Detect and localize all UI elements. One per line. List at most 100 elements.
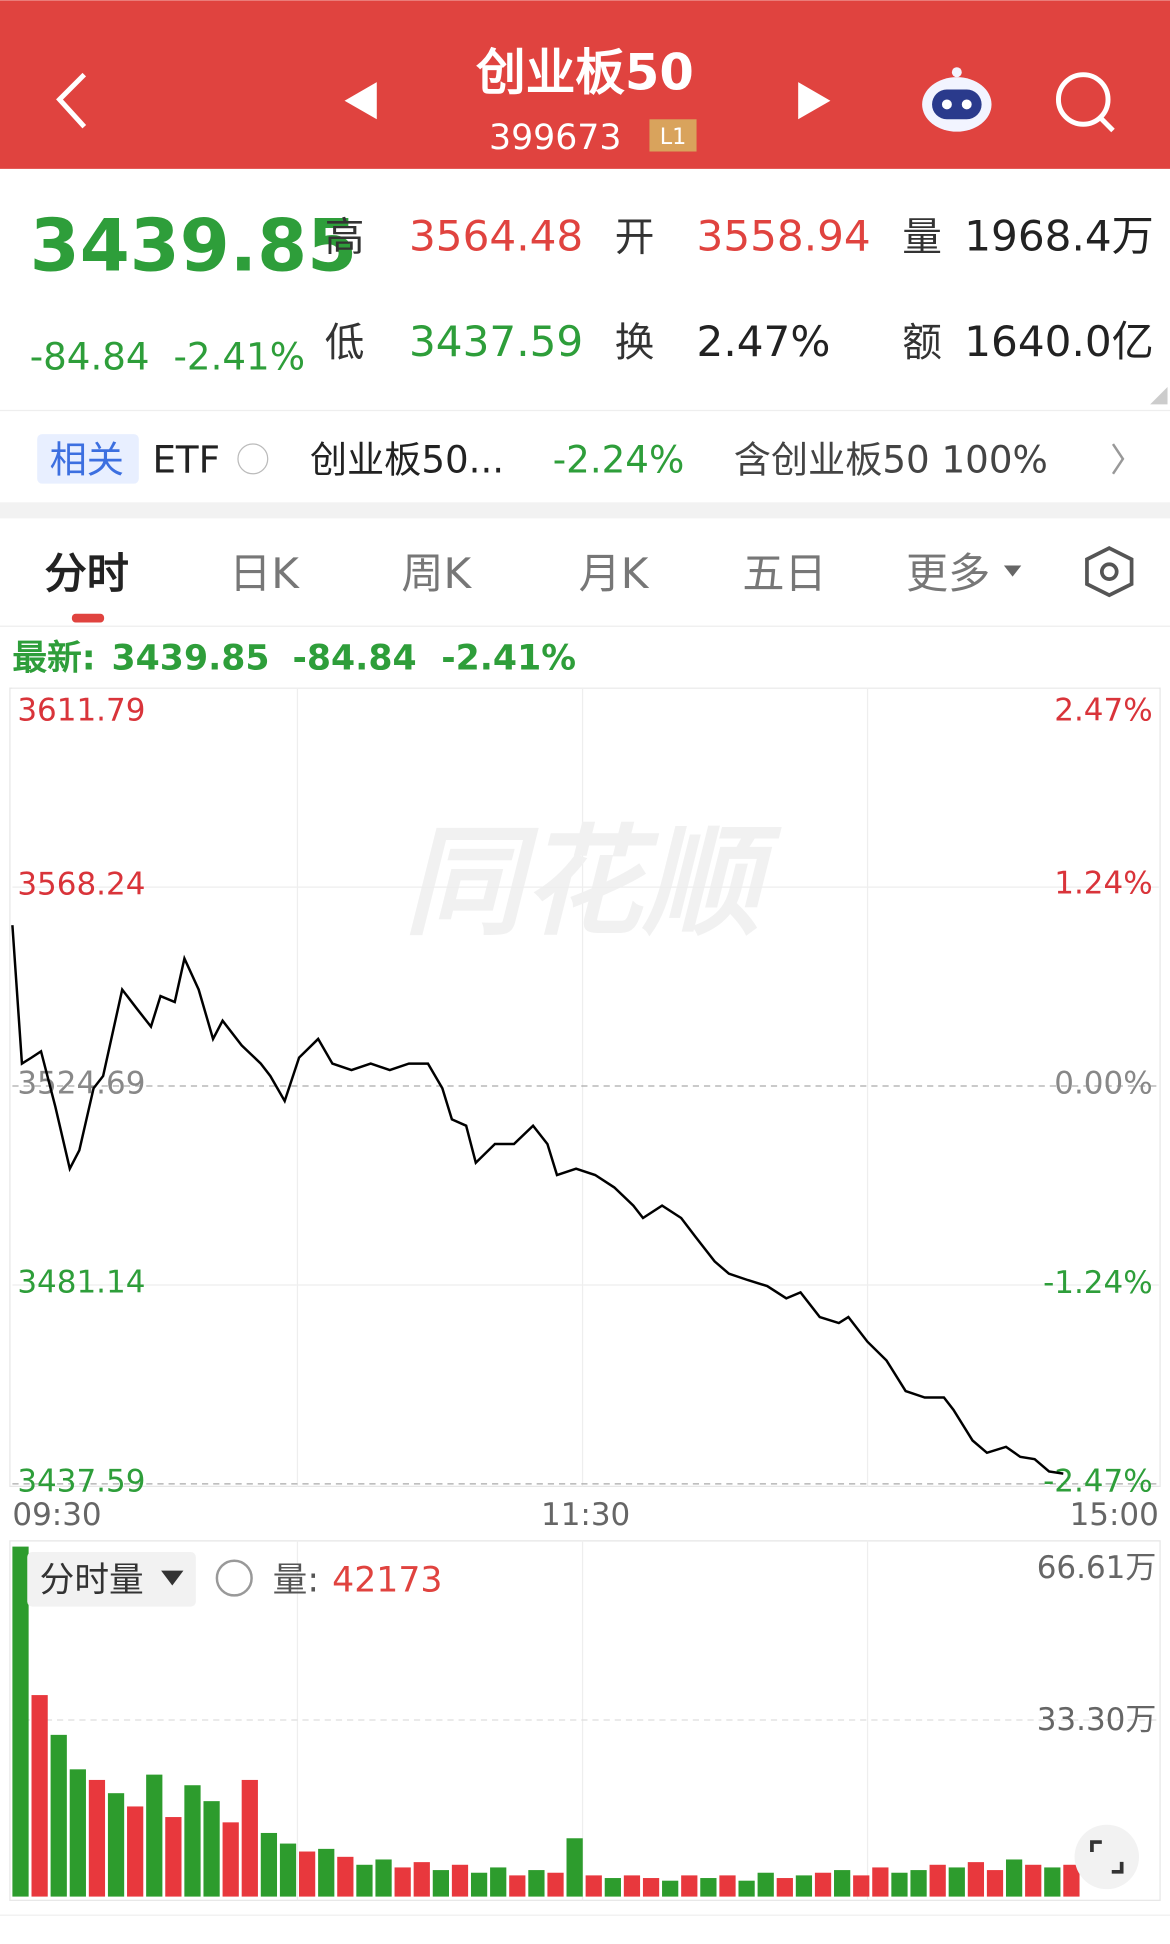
price-line	[11, 925, 1064, 1475]
volume-bar	[451, 1864, 469, 1897]
volume-bar	[757, 1872, 774, 1897]
volume-bar	[948, 1867, 965, 1897]
tab[interactable]: 更多	[906, 549, 990, 598]
settings-button[interactable]	[1085, 546, 1134, 598]
badge-bg	[649, 119, 697, 152]
stat-label: 量	[902, 215, 942, 261]
tab[interactable]: 分时	[45, 549, 129, 598]
stat-label: 开	[615, 215, 655, 261]
x-tick-label: 11:30	[541, 1497, 630, 1533]
tag-bg	[37, 434, 139, 484]
stat-label: 换	[615, 320, 655, 366]
volume-bar	[929, 1864, 946, 1897]
back-button[interactable]	[56, 72, 87, 129]
volume-bar	[834, 1870, 851, 1897]
help-icon[interactable]	[215, 1559, 253, 1597]
fullscreen-icon	[1090, 1840, 1124, 1874]
volume-bar	[222, 1822, 239, 1897]
y-tick-label: 3437.59	[17, 1463, 145, 1499]
watermark: 同花顺	[404, 815, 782, 953]
latest-price: 3439.85	[112, 639, 270, 679]
selector-arrow	[161, 1570, 184, 1586]
volume-bar	[69, 1769, 86, 1897]
volume-bar	[279, 1843, 297, 1897]
change-pct: -2.41%	[174, 335, 306, 379]
more-arrow	[1003, 565, 1022, 577]
x-tick-label: 09:30	[12, 1497, 101, 1533]
etf-holding: 含创业板50 100%	[734, 438, 1048, 482]
stat-value: 3564.48	[409, 212, 583, 261]
next-button[interactable]	[798, 82, 831, 120]
y-tick-label: 3611.79	[17, 692, 145, 728]
volume-bar	[299, 1851, 316, 1897]
price: 3439.85	[30, 203, 357, 287]
volume-frame	[9, 1540, 1161, 1901]
volume-bar	[738, 1880, 755, 1897]
y-tick-label: 3524.69	[17, 1065, 145, 1101]
change: -84.84	[30, 335, 150, 379]
volume-bar	[623, 1875, 641, 1897]
latest-change: -84.84	[292, 639, 416, 679]
volume-bar	[260, 1832, 278, 1897]
etf-name[interactable]: 创业板50...	[310, 438, 504, 482]
volume-selector[interactable]	[27, 1552, 196, 1607]
tab[interactable]: 五日	[742, 549, 826, 598]
y-tick-label: 66.61万	[1037, 1550, 1157, 1586]
latest-pct: -2.41%	[441, 639, 576, 679]
tab[interactable]: 月K	[579, 549, 650, 598]
volume-bar	[872, 1867, 889, 1897]
assistant-icon[interactable]	[922, 67, 992, 132]
volume-bar	[31, 1695, 48, 1897]
help-icon[interactable]	[237, 443, 269, 475]
vol-value: 42173	[332, 1561, 442, 1601]
volume-bar	[795, 1875, 813, 1897]
volume-bar	[50, 1734, 67, 1897]
stat-label: 额	[902, 320, 942, 366]
volume-bar	[509, 1875, 526, 1897]
tab[interactable]: 日K	[229, 549, 300, 598]
volume-bar	[165, 1817, 182, 1897]
volume-bar	[490, 1867, 507, 1897]
stat-value: 1640.0亿	[964, 317, 1154, 366]
related-tag: 相关	[50, 438, 124, 482]
volume-bar	[967, 1862, 985, 1897]
etf-pct: -2.24%	[553, 438, 684, 482]
volume-label: 分时量	[40, 1561, 144, 1601]
volume-bar	[585, 1875, 602, 1897]
y-tick-label: 3481.14	[17, 1264, 145, 1300]
section-gap	[0, 502, 1170, 519]
chevron[interactable]	[1111, 443, 1125, 475]
stat-label: 低	[325, 320, 365, 366]
volume-bar	[910, 1870, 927, 1897]
etf-label: ETF	[152, 438, 220, 482]
y2-tick-label: -1.24%	[1043, 1265, 1153, 1301]
volume-bar	[432, 1870, 450, 1897]
volume-bar	[700, 1878, 717, 1897]
stat-value: 3437.59	[409, 317, 583, 366]
search-button[interactable]	[1055, 72, 1115, 133]
code: 399673	[489, 118, 621, 158]
volume-bar	[356, 1864, 373, 1897]
vol-label: 量:	[273, 1561, 319, 1601]
volume-bar	[337, 1856, 354, 1897]
volume-bar	[375, 1859, 392, 1897]
expand-corner[interactable]	[1150, 387, 1168, 405]
volume-bar	[203, 1801, 220, 1897]
prev-button[interactable]	[344, 82, 377, 120]
title: 创业板50	[476, 44, 694, 102]
y2-tick-label: 2.47%	[1054, 692, 1152, 728]
y2-tick-label: -2.47%	[1043, 1463, 1153, 1499]
tab[interactable]: 周K	[401, 549, 472, 598]
volume-bar	[547, 1872, 564, 1897]
volume-bar	[853, 1875, 870, 1897]
fullscreen-button[interactable]	[1074, 1824, 1140, 1890]
volume-bar	[642, 1878, 660, 1897]
plot-frame	[9, 687, 1161, 1487]
volume-bar	[184, 1785, 201, 1897]
stat-value: 3558.94	[697, 212, 871, 261]
stat-label: 高	[325, 215, 365, 261]
volume-bar	[1005, 1859, 1023, 1897]
volume-bar	[1044, 1867, 1061, 1897]
